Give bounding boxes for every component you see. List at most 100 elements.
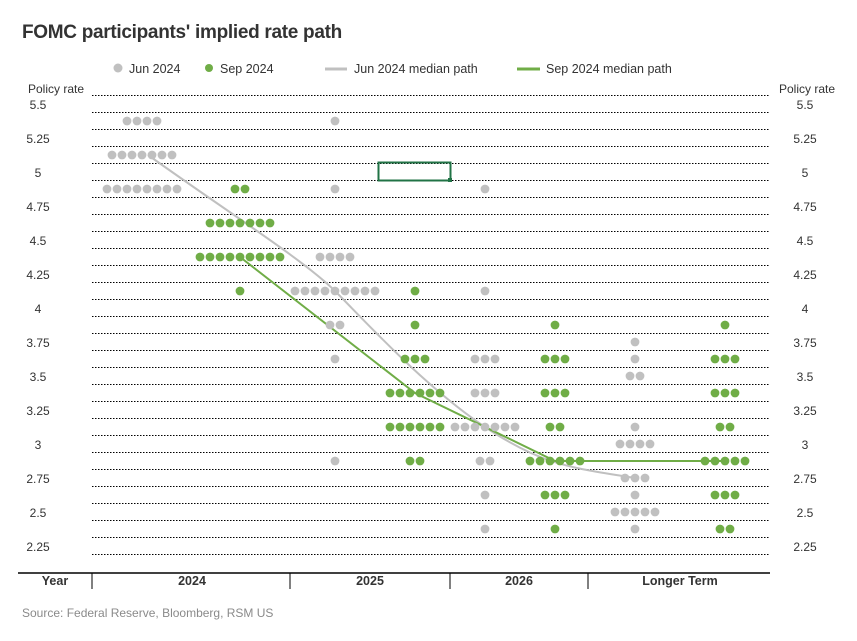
dot-sep-2024	[730, 490, 740, 500]
dot-sep-2024	[550, 388, 560, 398]
x-category-label: Longer Term	[642, 574, 717, 588]
dot-sep-2024	[265, 218, 275, 228]
y-axis-label-left: Policy rate	[28, 82, 84, 96]
y-tick-label-left: 2.25	[26, 540, 50, 554]
dot-sep-2024	[540, 490, 550, 500]
dot-sep-2024	[240, 184, 250, 194]
dot-sep-2024	[225, 218, 235, 228]
dot-sep-2024	[435, 388, 445, 398]
dot-sep-2024	[195, 252, 205, 262]
dot-jun-2024	[162, 184, 172, 194]
dot-jun-2024	[640, 507, 650, 517]
dot-jun-2024	[630, 490, 640, 500]
dot-jun-2024	[137, 150, 147, 160]
dot-jun-2024	[650, 507, 660, 517]
dot-jun-2024	[625, 439, 635, 449]
legend-label: Jun 2024	[129, 62, 180, 76]
y-tick-label-right: 2.75	[793, 472, 817, 486]
dot-jun-2024	[330, 286, 340, 296]
dot-jun-2024	[127, 150, 137, 160]
y-tick-label-left: 2.5	[30, 506, 47, 520]
dot-jun-2024	[620, 507, 630, 517]
dot-jun-2024	[335, 320, 345, 330]
dot-sep-2024	[425, 388, 435, 398]
y-tick-label-left: 4.25	[26, 268, 50, 282]
dot-sep-2024	[400, 354, 410, 364]
dot-jun-2024	[370, 286, 380, 296]
dot-jun-2024	[630, 507, 640, 517]
dot-sep-2024	[720, 490, 730, 500]
dot-jun-2024	[625, 371, 635, 381]
y-tick-label-left: 5	[35, 166, 42, 180]
dot-sep-2024	[540, 354, 550, 364]
dot-jun-2024	[480, 422, 490, 432]
dot-sep-2024	[700, 456, 710, 466]
dot-jun-2024	[460, 422, 470, 432]
dot-jun-2024	[490, 354, 500, 364]
y-tick-label-right: 3.5	[797, 370, 814, 384]
dot-sep-2024	[215, 218, 225, 228]
dot-jun-2024	[142, 184, 152, 194]
dot-jun-2024	[630, 473, 640, 483]
dot-jun-2024	[350, 286, 360, 296]
dot-sep-2024	[720, 354, 730, 364]
dot-sep-2024	[740, 456, 750, 466]
x-axis-label: Year	[42, 574, 69, 588]
dot-sep-2024	[235, 218, 245, 228]
dot-sep-2024	[410, 354, 420, 364]
dot-sep-2024	[725, 524, 735, 534]
dot-jun-2024	[485, 456, 495, 466]
dot-jun-2024	[132, 116, 142, 126]
y-tick-label-left: 4.75	[26, 200, 50, 214]
dot-sep-2024	[730, 354, 740, 364]
y-tick-label-right: 4.25	[793, 268, 817, 282]
dot-jun-2024	[480, 286, 490, 296]
y-tick-label-right: 5.5	[797, 98, 814, 112]
dot-jun-2024	[152, 116, 162, 126]
dot-jun-2024	[117, 150, 127, 160]
y-tick-label-right: 4.5	[797, 234, 814, 248]
dot-jun-2024	[480, 388, 490, 398]
dot-sep-2024	[205, 252, 215, 262]
dot-jun-2024	[320, 286, 330, 296]
dot-sep-2024	[435, 422, 445, 432]
dot-jun-2024	[167, 150, 177, 160]
dot-sep-2024	[205, 218, 215, 228]
dot-jun-2024	[330, 456, 340, 466]
dot-sep-2024	[415, 422, 425, 432]
dot-sep-2024	[225, 252, 235, 262]
dot-jun-2024	[325, 252, 335, 262]
dot-sep-2024	[550, 490, 560, 500]
dot-jun-2024	[107, 150, 117, 160]
dot-sep-2024	[395, 422, 405, 432]
y-tick-label-left: 2.75	[26, 472, 50, 486]
dot-jun-2024	[470, 422, 480, 432]
dot-jun-2024	[147, 150, 157, 160]
x-category-label: 2026	[505, 574, 533, 588]
source-note: Source: Federal Reserve, Bloomberg, RSM …	[22, 606, 274, 620]
dot-sep-2024	[730, 456, 740, 466]
dot-jun-2024	[102, 184, 112, 194]
dot-sep-2024	[720, 320, 730, 330]
dot-sep-2024	[720, 388, 730, 398]
dot-sep-2024	[420, 354, 430, 364]
dot-jun-2024	[470, 354, 480, 364]
dot-sep-2024	[555, 456, 565, 466]
dot-jun-2024	[157, 150, 167, 160]
y-tick-label-left: 5.5	[30, 98, 47, 112]
dot-sep-2024	[255, 252, 265, 262]
dot-jun-2024	[470, 388, 480, 398]
dot-jun-2024	[360, 286, 370, 296]
dot-sep-2024	[710, 388, 720, 398]
dot-jun-2024	[132, 184, 142, 194]
dot-sep-2024	[425, 422, 435, 432]
y-tick-label-left: 3	[35, 438, 42, 452]
dot-sep-2024	[560, 490, 570, 500]
dot-jun-2024	[330, 354, 340, 364]
dot-sep-2024	[395, 388, 405, 398]
dot-sep-2024	[545, 456, 555, 466]
dot-jun-2024	[172, 184, 182, 194]
dot-jun-2024	[335, 252, 345, 262]
dot-sep-2024	[550, 320, 560, 330]
